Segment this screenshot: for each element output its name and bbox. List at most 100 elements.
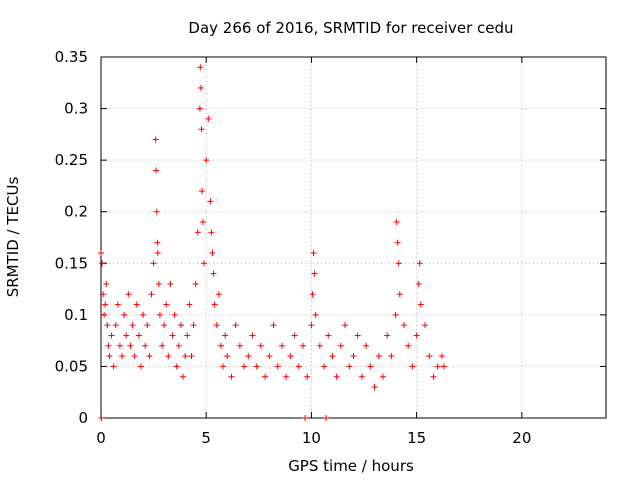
data-point — [167, 280, 174, 287]
x-tick-label: 5 — [201, 429, 211, 447]
plot-frame — [100, 56, 607, 419]
data-point — [274, 363, 281, 370]
data-point — [257, 342, 264, 349]
data-point — [100, 291, 107, 298]
data-point — [207, 198, 214, 205]
data-point — [220, 363, 227, 370]
data-point — [295, 363, 302, 370]
data-point — [217, 342, 224, 349]
data-point — [182, 353, 189, 360]
data-point — [409, 363, 416, 370]
data-point — [106, 353, 113, 360]
data-point — [287, 353, 294, 360]
data-point — [304, 373, 311, 380]
data-point — [184, 332, 191, 339]
data-point — [426, 353, 433, 360]
data-point — [266, 353, 273, 360]
data-point — [416, 260, 423, 267]
data-point — [396, 291, 403, 298]
y-tick-labels: 0 0.05 0.1 0.15 0.2 0.25 0.3 0.35 — [55, 48, 88, 427]
data-point — [156, 311, 163, 318]
data-point — [394, 239, 401, 246]
data-point — [153, 167, 160, 174]
data-point — [200, 219, 207, 226]
y-tick-label: 0.15 — [55, 254, 88, 272]
data-point — [249, 332, 256, 339]
data-point — [177, 322, 184, 329]
data-point — [163, 301, 170, 308]
data-point — [413, 332, 420, 339]
data-point — [311, 270, 318, 277]
data-point — [228, 373, 235, 380]
data-point — [127, 342, 134, 349]
data-point — [323, 415, 330, 421]
data-point — [201, 260, 208, 267]
data-point — [188, 353, 195, 360]
data-point — [350, 353, 357, 360]
data-point — [98, 249, 104, 256]
data-point — [121, 311, 128, 318]
data-point — [161, 322, 168, 329]
y-tick-label: 0 — [78, 409, 88, 427]
data-point — [358, 373, 365, 380]
data-point — [173, 363, 180, 370]
data-point — [154, 249, 161, 256]
data-point — [175, 342, 182, 349]
y-tick-label: 0.1 — [64, 306, 88, 324]
data-point — [198, 126, 205, 133]
data-point — [354, 332, 361, 339]
data-point — [180, 373, 187, 380]
data-point — [137, 363, 144, 370]
data-point — [321, 363, 328, 370]
data-point — [302, 415, 309, 421]
data-point — [375, 353, 382, 360]
data-point — [192, 280, 199, 287]
y-tick-label: 0.05 — [55, 357, 88, 375]
y-axis-label: SRMTID / TECUs — [4, 177, 22, 298]
data-point — [153, 208, 160, 215]
data-point — [146, 353, 153, 360]
data-point — [114, 301, 121, 308]
data-point — [232, 322, 239, 329]
data-point — [379, 373, 386, 380]
data-point — [308, 322, 315, 329]
data-point — [123, 332, 130, 339]
data-point — [384, 332, 391, 339]
data-point — [283, 373, 290, 380]
data-point — [434, 363, 441, 370]
data-point — [401, 322, 407, 329]
data-point — [405, 342, 412, 349]
data-point — [241, 363, 248, 370]
data-point — [105, 342, 112, 349]
data-point — [309, 291, 316, 298]
data-point — [110, 363, 117, 370]
x-tick-label: 15 — [407, 429, 426, 447]
data-point — [371, 384, 378, 391]
data-point — [119, 353, 126, 360]
data-point — [171, 311, 178, 318]
y-tick-label: 0.3 — [64, 100, 88, 118]
y-tick-label: 0.25 — [55, 151, 88, 169]
data-point — [333, 373, 340, 380]
data-point — [208, 229, 215, 236]
y-tick-label: 0.35 — [55, 48, 88, 66]
data-point — [312, 311, 319, 318]
data-point — [367, 363, 374, 370]
data-point — [154, 239, 161, 246]
x-tick-label: 10 — [302, 429, 321, 447]
data-point — [190, 322, 197, 329]
data-point — [197, 84, 204, 91]
data-point — [186, 301, 193, 308]
data-point — [104, 322, 111, 329]
data-point — [116, 342, 123, 349]
data-point — [205, 115, 212, 122]
data-point — [197, 64, 204, 71]
data-point — [150, 260, 157, 267]
data-point — [392, 311, 399, 318]
data-point — [102, 301, 109, 308]
data-point — [438, 353, 445, 360]
data-point — [363, 342, 370, 349]
data-point — [169, 332, 176, 339]
data-point — [270, 322, 277, 329]
